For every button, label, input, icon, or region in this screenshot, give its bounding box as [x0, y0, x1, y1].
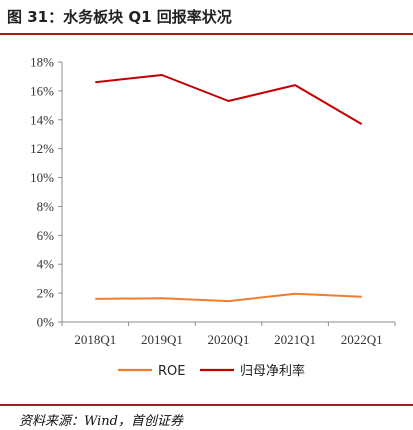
y-tick-label: 14%: [30, 112, 54, 127]
y-tick-label: 12%: [30, 141, 54, 156]
legend-label: ROE: [158, 364, 185, 379]
y-tick-label: 16%: [30, 83, 54, 98]
source-note: 资料来源：Wind，首创证券: [19, 414, 183, 429]
series-line-roe: [95, 292, 362, 303]
line-chart: 0%2%4%6%8%10%12%14%16%18% 2018Q1 2019Q1 20…: [30, 55, 396, 379]
y-tick-label: 10%: [30, 170, 54, 185]
y-tick-label: 0%: [37, 315, 55, 330]
x-tick-label: 2021Q1: [274, 332, 316, 347]
y-tick-label: 2%: [37, 286, 55, 301]
chart-axes: [61, 62, 395, 323]
x-tick-label: 2019Q1: [141, 332, 183, 347]
x-tick-label: 2022Q1: [341, 332, 383, 347]
x-tick-label: 2020Q1: [208, 332, 250, 347]
footer-rule: [0, 404, 413, 406]
series-line-net-margin: [95, 74, 363, 125]
y-axis-ticks: 0% 2% 4% 6% 8% 10% 12% 14% 16% 18%: [30, 55, 62, 330]
y-tick-label: 18%: [30, 55, 54, 70]
figure-title: 图 31：水务板块 Q1 回报率状况: [7, 8, 232, 26]
title-rule: [0, 33, 413, 35]
x-axis-ticks: 2018Q1 2019Q1 2020Q1 2021Q1 2022Q1: [61, 322, 396, 347]
legend-label: 归母净利率: [240, 363, 305, 379]
y-tick-label: 4%: [37, 257, 55, 272]
y-tick-label: 8%: [37, 199, 55, 214]
series-lines: [95, 74, 363, 303]
legend: ROE 归母净利率: [118, 363, 305, 379]
x-tick-label: 2018Q1: [74, 332, 116, 347]
y-tick-label: 6%: [37, 228, 55, 243]
